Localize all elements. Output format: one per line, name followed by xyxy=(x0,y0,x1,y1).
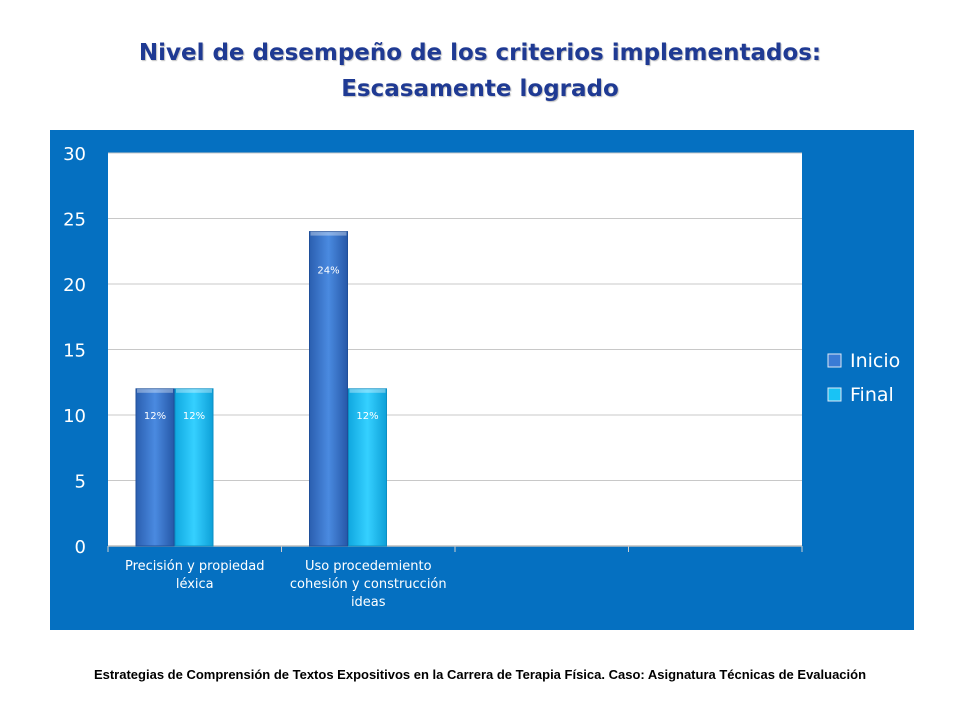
bar-inicio xyxy=(135,388,175,547)
bar-highlight xyxy=(349,388,386,393)
bar-highlight xyxy=(176,388,212,393)
bar-chart: 0 5 10 15 20 25 30 12% 24% 12% 12% Precisión y prop… xyxy=(63,144,900,610)
y-tick-label: 30 xyxy=(63,144,86,165)
legend-swatch-final xyxy=(827,387,842,402)
legend-label: Final xyxy=(850,384,894,406)
footer-caption: Estrategias de Comprensión de Textos Exp… xyxy=(93,667,867,682)
x-category-label: Uso procedemiento xyxy=(305,559,432,574)
data-label: 12% xyxy=(183,411,205,422)
bar-final xyxy=(348,388,387,547)
x-category-label: Precisión y propiedad xyxy=(125,559,265,574)
bar-inicio xyxy=(309,231,348,547)
x-category-label: ideas xyxy=(351,595,386,610)
chart-title-line1: Nivel de desempeño de los criterios impl… xyxy=(138,40,822,66)
bar-highlight xyxy=(137,388,173,393)
legend-swatch-inicio xyxy=(827,353,842,368)
chart-title-line2: Escasamente logrado xyxy=(341,76,619,102)
y-tick-label: 0 xyxy=(75,537,86,558)
bar-final xyxy=(174,388,214,547)
bar-highlight xyxy=(310,231,347,236)
y-tick-label: 10 xyxy=(63,406,86,427)
chart-panel: 0 5 10 15 20 25 30 12% 24% 12% 12% Precisión y prop… xyxy=(50,130,914,630)
y-tick-label: 15 xyxy=(63,341,86,362)
y-tick-label: 5 xyxy=(75,472,86,493)
x-category-label: léxica xyxy=(176,577,214,592)
data-label: 12% xyxy=(144,411,166,422)
data-label: 12% xyxy=(356,411,378,422)
y-tick-label: 20 xyxy=(63,275,86,296)
y-tick-label: 25 xyxy=(63,210,86,231)
x-category-label: cohesión y construcción xyxy=(290,577,447,592)
legend-label: Inicio xyxy=(850,350,900,372)
data-label: 24% xyxy=(317,266,339,277)
